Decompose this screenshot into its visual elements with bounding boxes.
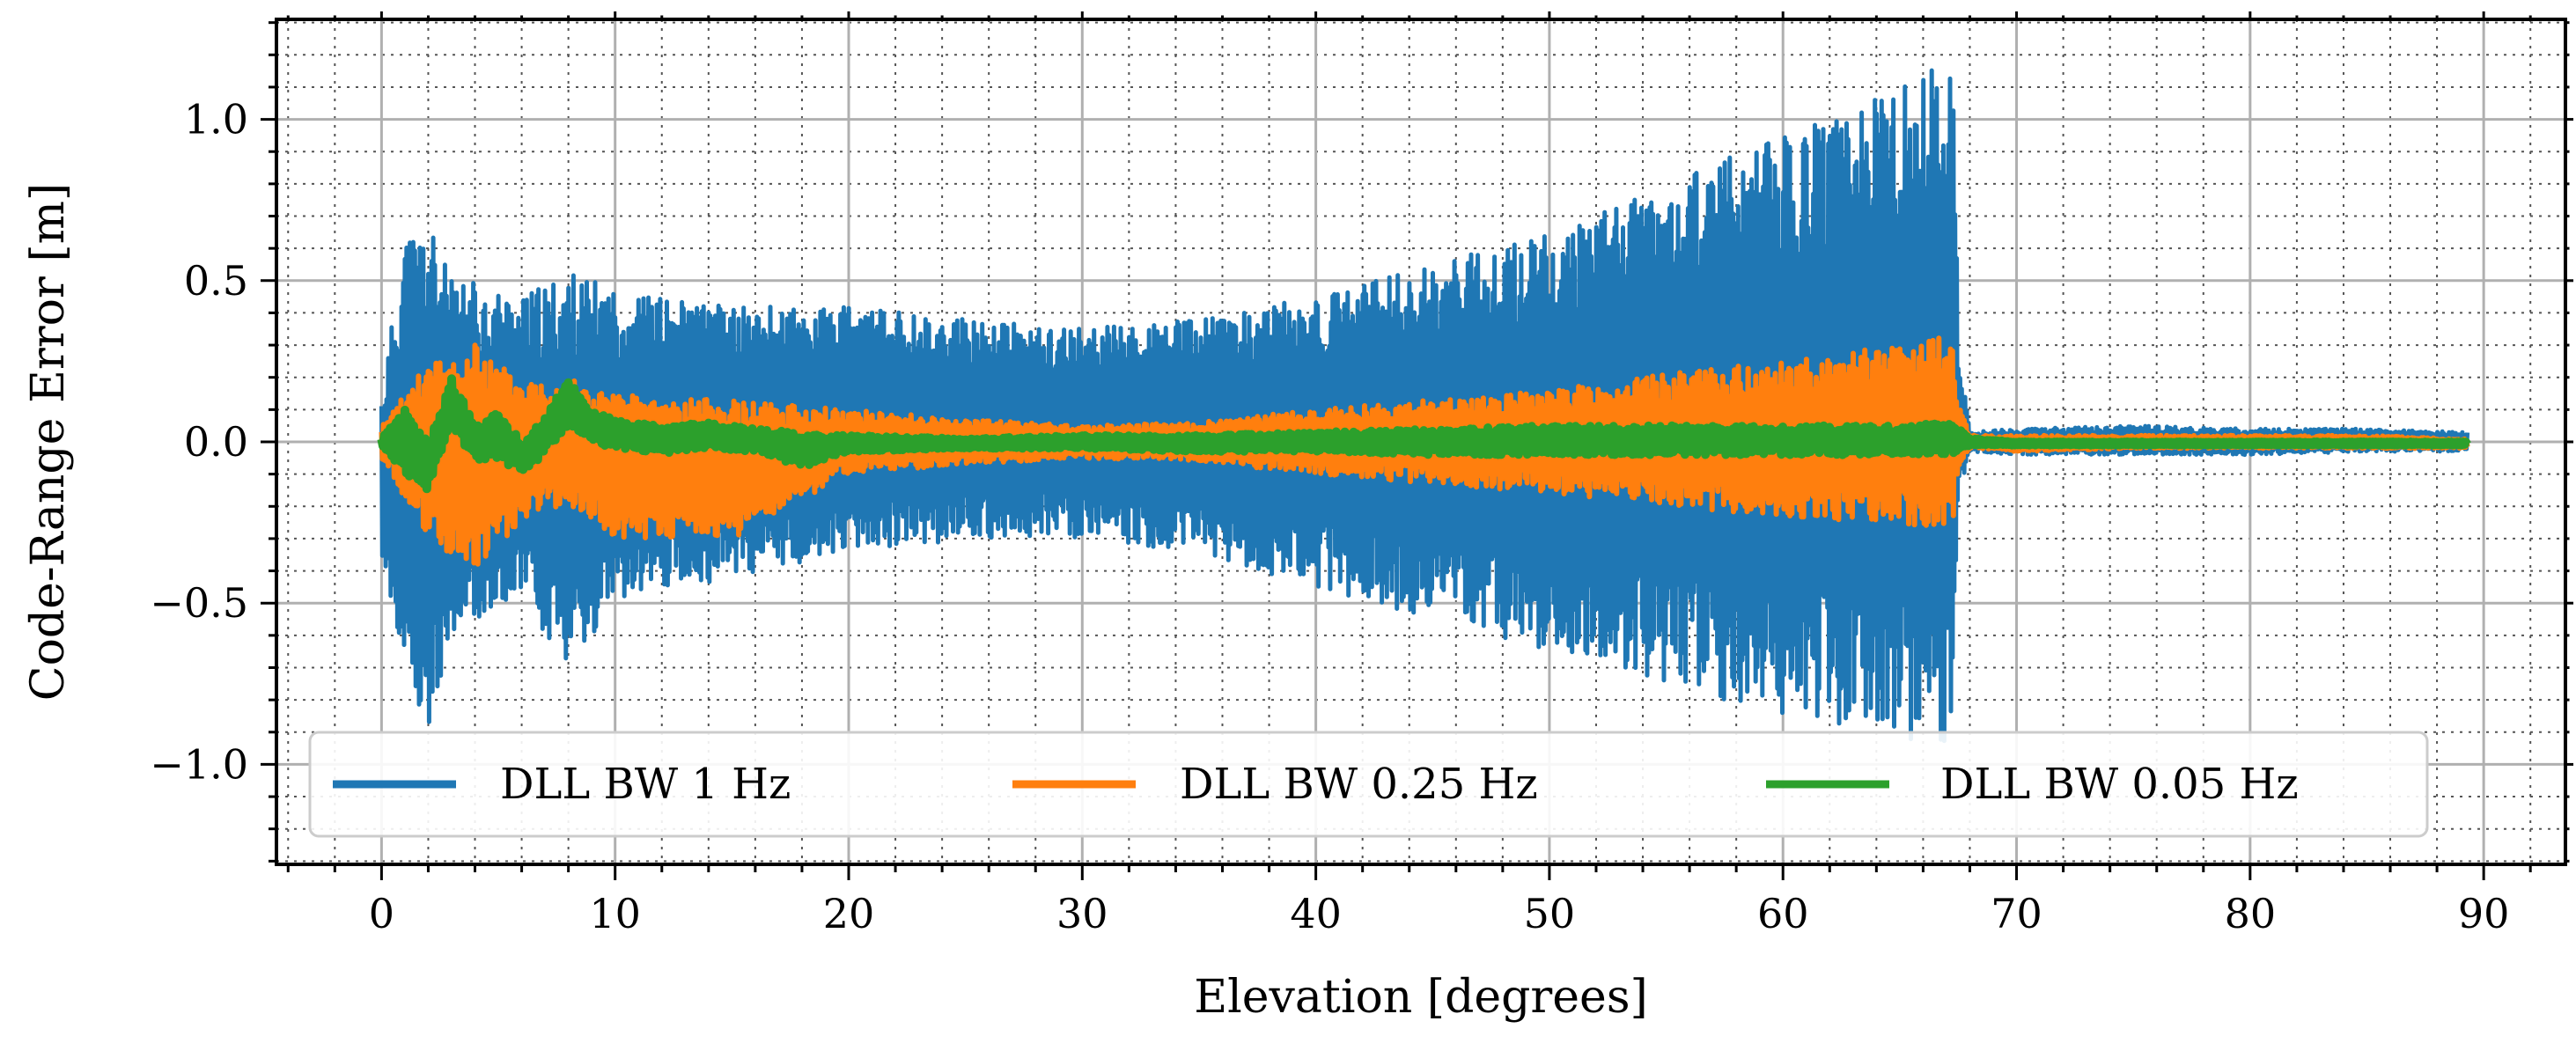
legend-box xyxy=(308,731,2429,838)
x-tick-label: 20 xyxy=(823,890,875,937)
x-tick-label: 10 xyxy=(589,890,641,937)
x-tick-labels: 0 10 20 30 40 50 60 70 80 90 xyxy=(369,890,2510,937)
x-tick-label: 0 xyxy=(369,890,394,937)
y-tick-label: −0.5 xyxy=(150,579,248,627)
legend-entry-005hz: DLL BW 0.05 Hz xyxy=(1766,760,2299,809)
series-line-005hz xyxy=(377,374,2471,494)
legend-entry-025hz: DLL BW 0.25 Hz xyxy=(1012,760,1538,809)
y-tick-label: 0.5 xyxy=(184,257,248,305)
y-tick-label: 0.0 xyxy=(184,418,248,466)
x-tick-label: 70 xyxy=(1991,890,2042,937)
y-tick-labels: 1.0 0.5 0.0 −0.5 −1.0 xyxy=(150,96,248,789)
legend-label-005hz: DLL BW 0.05 Hz xyxy=(1940,760,2299,809)
y-tick-label: −1.0 xyxy=(150,740,248,788)
x-tick-label: 60 xyxy=(1757,890,1809,937)
axis-ticks xyxy=(261,11,2573,880)
x-axis-title: Elevation [degrees] xyxy=(1194,971,1648,1024)
legend-label-1hz: DLL BW 1 Hz xyxy=(500,760,791,809)
x-tick-label: 50 xyxy=(1524,890,1576,937)
legend-label-025hz: DLL BW 0.25 Hz xyxy=(1180,760,1538,809)
legend: DLL BW 1 Hz DLL BW 0.25 Hz DLL BW 0.05 H… xyxy=(308,731,2429,838)
x-tick-label: 30 xyxy=(1056,890,1108,937)
y-axis-title: Code-Range Error [m] xyxy=(22,183,75,701)
x-tick-label: 80 xyxy=(2225,890,2277,937)
legend-entry-1hz: DLL BW 1 Hz xyxy=(333,760,791,809)
x-tick-label: 90 xyxy=(2458,890,2510,937)
x-tick-label: 40 xyxy=(1290,890,1342,937)
y-tick-label: 1.0 xyxy=(184,96,248,143)
series-layer xyxy=(377,68,2471,744)
